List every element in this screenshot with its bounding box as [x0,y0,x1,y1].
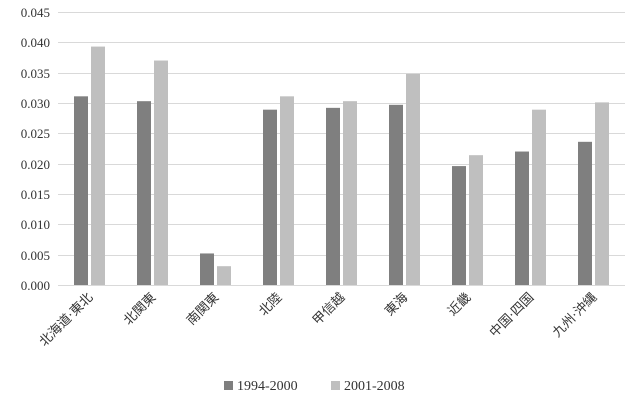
y-tick-label: 0.045 [21,5,50,20]
bar-series2 [91,46,105,285]
gridlines [58,12,625,286]
y-axis-ticks: 0.000 0.005 0.010 0.015 0.020 0.025 0.030 0.035… [21,5,50,293]
x-category-label: 南関東 [183,290,222,329]
y-tick-label: 0.015 [21,187,50,202]
x-axis-labels: 北海道·東北 北関東 南関東 北陸 甲信越 東海 近畿 中国·四国 九州·沖縄 [36,290,600,350]
y-tick-label: 0.030 [21,96,50,111]
bar-series1 [515,151,529,285]
bar-series2 [280,96,294,286]
legend-label: 1994-2000 [237,379,298,394]
x-category-label: 北陸 [256,290,286,320]
bar-series1 [389,104,403,285]
bar-series2 [595,102,609,285]
y-tick-label: 0.010 [21,217,50,232]
bar-series2 [469,155,483,285]
y-tick-label: 0.040 [21,35,50,50]
bar-series2 [154,60,168,286]
legend-label: 2001-2008 [344,379,405,394]
legend: 1994-2000 2001-2008 [224,379,405,394]
bar-series1 [326,107,340,285]
y-tick-label: 0.005 [21,248,50,263]
bar-series1 [452,166,466,285]
bar-series2 [532,109,546,285]
y-tick-label: 0.025 [21,126,50,141]
y-tick-label: 0.000 [21,278,50,293]
legend-swatch [224,381,233,390]
x-category-label: 東海 [382,290,412,320]
x-category-label: 北海道·東北 [36,290,96,350]
bar-series1 [74,96,88,286]
legend-swatch [331,381,340,390]
bars [74,46,609,286]
bar-series2 [406,73,420,285]
bar-series1 [578,141,592,285]
y-tick-label: 0.035 [21,66,50,81]
x-category-label: 甲信越 [310,290,348,328]
x-category-label: 北関東 [120,290,159,329]
x-category-label: 中国·四国 [487,290,537,340]
bar-series1 [200,253,214,285]
y-tick-label: 0.020 [21,157,50,172]
bar-series2 [217,266,231,285]
bar-series2 [343,101,357,286]
x-category-label: 近畿 [445,290,474,319]
x-category-label: 九州·沖縄 [550,290,600,340]
bar-series1 [137,101,151,286]
bar-series1 [263,109,277,285]
